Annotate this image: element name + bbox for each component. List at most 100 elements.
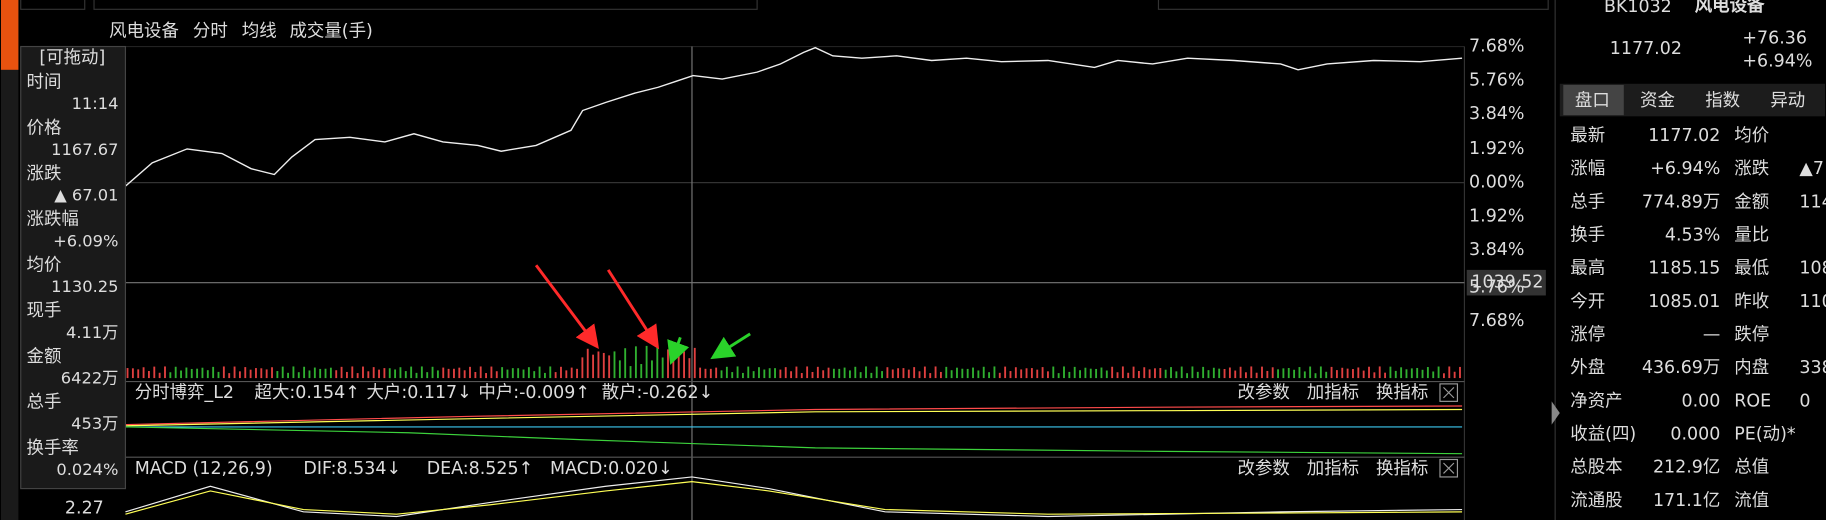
volume-bar (1352, 369, 1354, 379)
volume-bar (1202, 366, 1205, 379)
volume-bar (1453, 371, 1456, 379)
volume-bar (822, 370, 825, 379)
volume-bar (570, 367, 573, 379)
tab[interactable]: 指数 (1705, 91, 1740, 111)
label[interactable]: 分时 (193, 21, 228, 41)
volume-bar (1196, 371, 1199, 379)
volume-bar (1234, 370, 1237, 379)
volume-bar (939, 371, 942, 379)
volume-bar (474, 371, 477, 379)
label[interactable]: 成交量(手) (289, 21, 372, 41)
volume-bar (346, 371, 348, 379)
volume-bar (1164, 369, 1167, 379)
volume-bar (1459, 366, 1461, 379)
label: 风电设备 (109, 21, 179, 41)
volume-bar (565, 370, 568, 379)
volume-bar (1426, 367, 1429, 379)
volume-bar (656, 346, 659, 379)
axis-label: 7.68% (1469, 311, 1524, 331)
left-strip (0, 0, 19, 520)
volume-bar (511, 368, 514, 379)
indicator-value: 大户:0.117↓ (366, 383, 471, 403)
tab[interactable]: 异动 (1770, 91, 1805, 111)
axis-label: 7.68% (1469, 37, 1524, 57)
volume-bar (854, 366, 857, 379)
collapse-arrow[interactable] (1551, 401, 1560, 425)
volume-bar (1143, 367, 1146, 379)
volume-bar (693, 347, 696, 379)
volume-bar (998, 372, 1001, 379)
label: 108 (1799, 259, 1826, 279)
top-tabs[interactable] (20, 0, 1549, 10)
volume-bar (351, 366, 354, 379)
label: 最高 (1570, 259, 1605, 279)
close-button[interactable] (1439, 458, 1459, 478)
volume-bar (1443, 373, 1445, 379)
volume-bar (1159, 368, 1162, 379)
label: PE(动)* (1734, 424, 1796, 444)
volume-bar (843, 367, 846, 379)
tab[interactable]: 盘口 (1575, 91, 1610, 111)
volume-bar (185, 367, 188, 379)
volume-bar (249, 369, 252, 379)
volume-bar (1121, 366, 1124, 379)
volume-bar (303, 366, 306, 379)
tooltip-box[interactable] (20, 45, 127, 490)
volume-bar (1175, 371, 1178, 379)
volume-bar (993, 366, 996, 379)
label: 1177.02 (1648, 126, 1720, 146)
label: 收益(四) (1570, 424, 1636, 444)
label: 6422万 (61, 369, 119, 388)
label: 价格 (27, 118, 62, 138)
volume-bar (1228, 367, 1231, 379)
volume-bar (281, 366, 284, 379)
volume-bar (1036, 369, 1039, 379)
close-x[interactable] (1443, 386, 1455, 399)
volume-bar (335, 370, 338, 379)
volume-bar (1309, 366, 1312, 379)
volume-bar (977, 370, 980, 379)
volume-bar (137, 369, 140, 379)
volume-bar (661, 357, 664, 379)
close-button[interactable] (1439, 383, 1459, 402)
volume-bar (442, 367, 445, 379)
label[interactable]: 均线 (242, 21, 277, 41)
volume-bar (164, 366, 166, 379)
label: ▲7 (1799, 159, 1824, 179)
volume-bar (1014, 367, 1017, 379)
indicator-name: 分时博弈_L2 (135, 383, 234, 403)
tab[interactable]: 资金 (1640, 91, 1675, 111)
indicator-value: MACD:0.020↓ (550, 459, 673, 479)
axis-label: 1.92% (1469, 139, 1524, 159)
axis-label: 5.76% (1469, 70, 1524, 90)
price-line (124, 46, 1463, 187)
button[interactable]: 换指标 (1376, 459, 1428, 479)
volume-bar (485, 373, 487, 379)
label: 金额 (27, 347, 62, 367)
volume-bar (1368, 366, 1370, 379)
volume-bar (1298, 367, 1301, 379)
button[interactable]: 换指标 (1376, 383, 1428, 403)
button[interactable]: 改参数 (1238, 383, 1290, 403)
label: 现手 (27, 301, 62, 321)
volume-bar (608, 355, 611, 379)
volume-bar (795, 366, 798, 379)
close-x[interactable] (1443, 462, 1455, 474)
volume-bar (715, 367, 718, 379)
volume-bar (645, 345, 648, 379)
button[interactable]: 加指标 (1307, 383, 1359, 403)
arrow (710, 332, 751, 360)
volume-bar (1303, 371, 1306, 379)
volume-bar (1330, 366, 1333, 379)
label: 总手 (1570, 192, 1605, 212)
volume-bar (238, 371, 241, 379)
volume-bar (201, 367, 204, 379)
volume-bar (827, 367, 830, 379)
button[interactable]: 加指标 (1307, 459, 1359, 479)
label: 最低 (1734, 259, 1769, 279)
button[interactable]: 改参数 (1238, 459, 1290, 479)
volume-bar (1432, 371, 1435, 379)
volume-bar (1314, 373, 1317, 379)
volume-bar (1084, 367, 1087, 379)
